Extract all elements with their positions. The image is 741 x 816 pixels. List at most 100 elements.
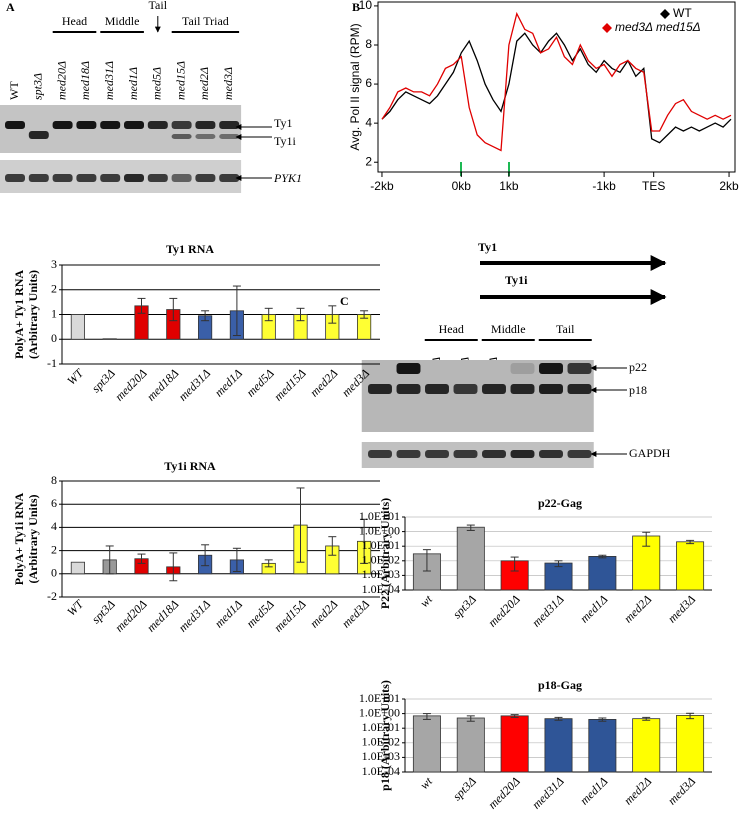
y-tick-label: 1.0E-02 <box>362 553 400 567</box>
panel-label: B <box>352 0 360 14</box>
y-tick-label: 4 <box>51 519 57 533</box>
band <box>482 384 506 394</box>
band <box>539 450 563 458</box>
x-tick-label: med2Δ <box>621 592 654 625</box>
x-tick-label: med31Δ <box>176 366 214 404</box>
x-tick-label: med2Δ <box>307 597 340 630</box>
y-tick-label: 1.0E-01 <box>362 538 400 552</box>
x-tick-label: WT <box>64 596 87 619</box>
x-tick-label: med2Δ <box>621 774 654 807</box>
band <box>567 450 592 458</box>
y-axis-label: Avg. Pol II signal (RPM) <box>348 23 362 150</box>
band <box>28 131 49 139</box>
x-tick-label: spt3Δ <box>450 774 479 803</box>
error-bar <box>328 536 337 556</box>
x-tick-label: med18Δ <box>144 366 182 404</box>
x-tick-label: med15Δ <box>271 366 309 404</box>
plot-frame <box>377 1 736 173</box>
error-bar <box>686 712 695 720</box>
lane-label: med18Δ <box>78 61 92 100</box>
y-tick-label: 6 <box>51 496 57 510</box>
band <box>195 174 216 182</box>
y-tick-label: 10 <box>359 0 373 12</box>
y-tick-label: 4 <box>365 115 372 129</box>
y-tick-label: 3 <box>51 257 57 271</box>
band <box>195 134 216 139</box>
y-axis-label: (Arbitrary Units) <box>26 495 40 584</box>
lane-label: spt3Δ <box>31 73 45 100</box>
error-bar <box>642 716 651 721</box>
y-tick-label: 2 <box>51 282 57 296</box>
error-bar <box>598 554 607 559</box>
error-bar <box>422 713 431 720</box>
x-tick-label: WT <box>64 365 87 388</box>
band-label: Ty1 <box>274 116 293 130</box>
bar <box>676 715 705 773</box>
group-label: Middle <box>491 322 526 336</box>
band <box>124 174 144 182</box>
legend-marker <box>660 9 670 19</box>
error-bar <box>137 553 146 564</box>
x-tick-label: spt3Δ <box>89 597 118 626</box>
y-tick-label: 1.0E-03 <box>362 567 400 581</box>
x-tick-label: TES <box>642 179 665 193</box>
chart-title: Ty1i RNA <box>164 459 216 473</box>
band-label: Ty1i <box>274 134 296 148</box>
x-tick-label: med20Δ <box>112 597 150 635</box>
error-bar <box>169 297 178 322</box>
group-label: Tail Triad <box>182 14 229 28</box>
band-label: p18 <box>629 383 647 397</box>
band <box>482 450 506 458</box>
band <box>76 174 97 182</box>
x-tick-label: 0kb <box>452 179 472 193</box>
band <box>52 121 73 129</box>
x-tick-label: wt <box>417 774 435 792</box>
chart-title: Ty1 RNA <box>166 242 214 256</box>
x-tick-label: spt3Δ <box>89 366 118 395</box>
x-tick-label: med3Δ <box>665 592 698 625</box>
band <box>510 450 535 458</box>
x-tick-label: med18Δ <box>144 597 182 635</box>
y-tick-label: -1 <box>47 356 57 370</box>
y-tick-label: 8 <box>51 473 57 487</box>
x-tick-label: -1kb <box>592 179 616 193</box>
y-axis-label: PolyA+ Ty1i RNA <box>12 492 26 585</box>
band <box>219 134 240 139</box>
series-line <box>381 32 732 144</box>
band <box>171 174 192 182</box>
error-bar <box>360 310 369 319</box>
line-chart: 2 4 6 8 10 -2kb 0kb 1kb -1kb TES 2kb Avg. Pol II si… <box>348 0 739 193</box>
group-label: Middle <box>105 14 140 28</box>
band <box>425 450 449 458</box>
lane-label: med3Δ <box>221 67 235 100</box>
error-bar <box>554 716 563 721</box>
x-tick-label: med1Δ <box>577 592 610 625</box>
band <box>219 121 240 129</box>
x-tick-label: wt <box>417 592 435 610</box>
y-tick-label: 1.0E-02 <box>362 735 400 749</box>
group-label: Head <box>62 14 87 28</box>
y-tick-label: 0 <box>51 566 57 580</box>
x-tick-label: med2Δ <box>307 366 340 399</box>
error-bar <box>598 717 607 722</box>
error-bar <box>105 545 114 575</box>
band <box>5 121 25 129</box>
error-bar <box>686 539 695 545</box>
series-line <box>381 11 732 152</box>
bar <box>70 561 85 575</box>
error-bar <box>510 714 519 718</box>
y-tick-label: 1.0E+01 <box>359 691 400 705</box>
band <box>453 384 478 394</box>
band <box>510 384 535 394</box>
band <box>100 174 121 182</box>
panel-label: C <box>340 294 349 308</box>
y-tick-label: 1.0E+00 <box>359 523 400 537</box>
legend-marker <box>602 23 612 33</box>
lane-label: med5Δ <box>150 67 164 100</box>
bar <box>588 556 617 591</box>
error-bar <box>296 487 305 563</box>
x-tick-label: med3Δ <box>339 597 372 630</box>
y-axis-label: (Arbitrary Units) <box>26 270 40 359</box>
band <box>219 174 240 182</box>
legend-label: WT <box>673 6 692 20</box>
